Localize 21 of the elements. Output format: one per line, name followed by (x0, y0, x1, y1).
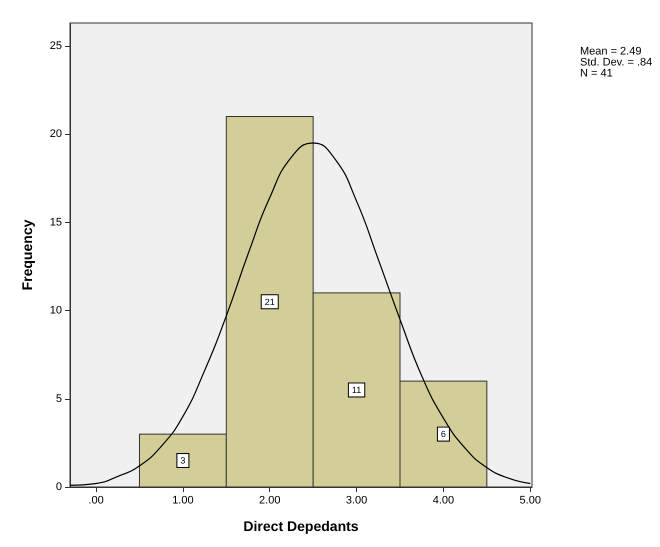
y-tick-label: 20 (50, 128, 62, 140)
data-label: 3 (180, 456, 186, 466)
x-tick-label: 5.00 (520, 494, 541, 506)
text: N = 41 (580, 68, 613, 80)
x-tick-label: 1.00 (172, 494, 194, 506)
data-label: 21 (264, 296, 275, 307)
x-tick-label: 2.00 (259, 494, 280, 506)
x-tick-label: 3.00 (346, 494, 368, 506)
x-tick-label: 4.00 (432, 494, 454, 506)
y-tick-label: 10 (50, 304, 62, 317)
data-label: 6 (440, 429, 446, 440)
x-axis-title: Direct Depedants (243, 518, 359, 534)
y-tick-label: 15 (50, 216, 62, 228)
y-tick-label: 0 (56, 481, 62, 493)
y-tick-label: 5 (56, 392, 62, 405)
x-tick-label: .00 (88, 494, 104, 506)
text: Mean = 2.49 (580, 46, 642, 58)
y-tick-label: 25 (50, 40, 62, 52)
text: Std. Dev. = .84 (580, 56, 652, 68)
data-label: 11 (352, 384, 362, 395)
y-axis-title: Frequency (19, 219, 35, 290)
